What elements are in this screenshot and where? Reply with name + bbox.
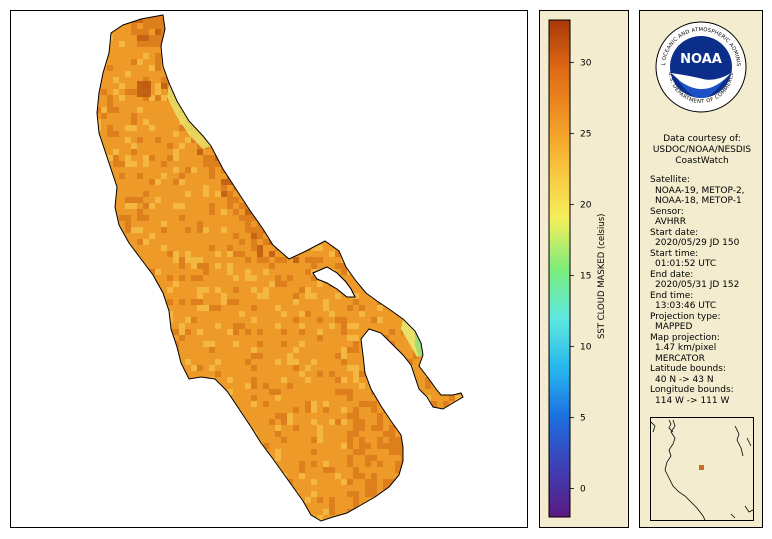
colorbar-gradient	[548, 19, 571, 518]
metadata-value: 1.47 km/pixel	[655, 343, 717, 353]
colorbar-tick-label: 10	[580, 343, 592, 353]
metadata-label: Start date:	[650, 227, 699, 238]
metadata-value: 01:01:52 UTC	[655, 259, 717, 269]
metadata-value: MAPPED	[655, 322, 693, 332]
metadata-label: Map projection:	[650, 332, 720, 343]
metadata-label: Start time:	[650, 248, 699, 259]
data-courtesy: Data courtesy of: USDOC/NOAA/NESDIS Coas…	[652, 134, 752, 166]
metadata-label: Projection type:	[650, 311, 721, 322]
region-marker	[699, 465, 704, 470]
colorbar-tick-label: 20	[580, 201, 592, 211]
colorbar-ticks: 0 5 10 15 20 25 30	[570, 59, 592, 495]
metadata-value: 2020/05/31 JD 152	[655, 280, 740, 290]
metadata-value: AVHRR	[655, 217, 687, 227]
colorbar-label: SST CLOUD MASKED (celsius)	[597, 214, 607, 339]
metadata-label: End date:	[650, 269, 694, 280]
metadata-list: Satellite: NOAA-19, METOP-2, NOAA-18, METO…	[650, 175, 762, 406]
island-land	[312, 266, 356, 298]
colorbar-tick-label: 30	[580, 59, 592, 69]
metadata-value: 114 W -> 111 W	[655, 395, 730, 406]
metadata-label: Latitude bounds:	[650, 364, 726, 374]
metadata-value: 13:03:46 UTC	[655, 301, 717, 311]
metadata-value: MERCATOR	[655, 353, 705, 364]
noaa-logo-text: NOAA	[680, 52, 722, 67]
west-coastline	[664, 419, 706, 520]
metadata-value: NOAA-18, METOP-1	[655, 196, 742, 206]
colorbar-tick-label: 5	[580, 414, 586, 424]
sst-map-panel	[10, 10, 528, 528]
east-feature	[734, 425, 744, 457]
metadata-label: Satellite:	[650, 175, 690, 185]
metadata-label: Sensor:	[650, 206, 684, 217]
metadata-value: 40 N -> 43 N	[655, 374, 714, 385]
info-panel: NATIONAL OCEANIC AND ATMOSPHERIC ADMINIS…	[639, 10, 763, 528]
colorbar-tick-label: 0	[580, 485, 586, 495]
metadata-label: End time:	[650, 290, 694, 301]
colorbar-tick-label: 25	[580, 130, 591, 140]
colorbar-panel: 0 5 10 15 20 25 30 SST CLOUD MASKED (celsius)	[539, 10, 629, 528]
metadata-value: 2020/05/29 JD 150	[655, 238, 740, 248]
metadata-label: Longitude bounds:	[650, 385, 734, 395]
locator-inset-map	[650, 417, 754, 521]
sst-map	[96, 14, 464, 522]
noaa-logo: NATIONAL OCEANIC AND ATMOSPHERIC ADMINIS…	[655, 21, 747, 113]
metadata-value: NOAA-19, METOP-2,	[655, 185, 745, 196]
colorbar: 0 5 10 15 20 25 30 SST CLOUD MASKED (celsius)	[548, 19, 607, 518]
locator-map	[651, 419, 753, 520]
colorbar-tick-label: 15	[580, 272, 591, 282]
